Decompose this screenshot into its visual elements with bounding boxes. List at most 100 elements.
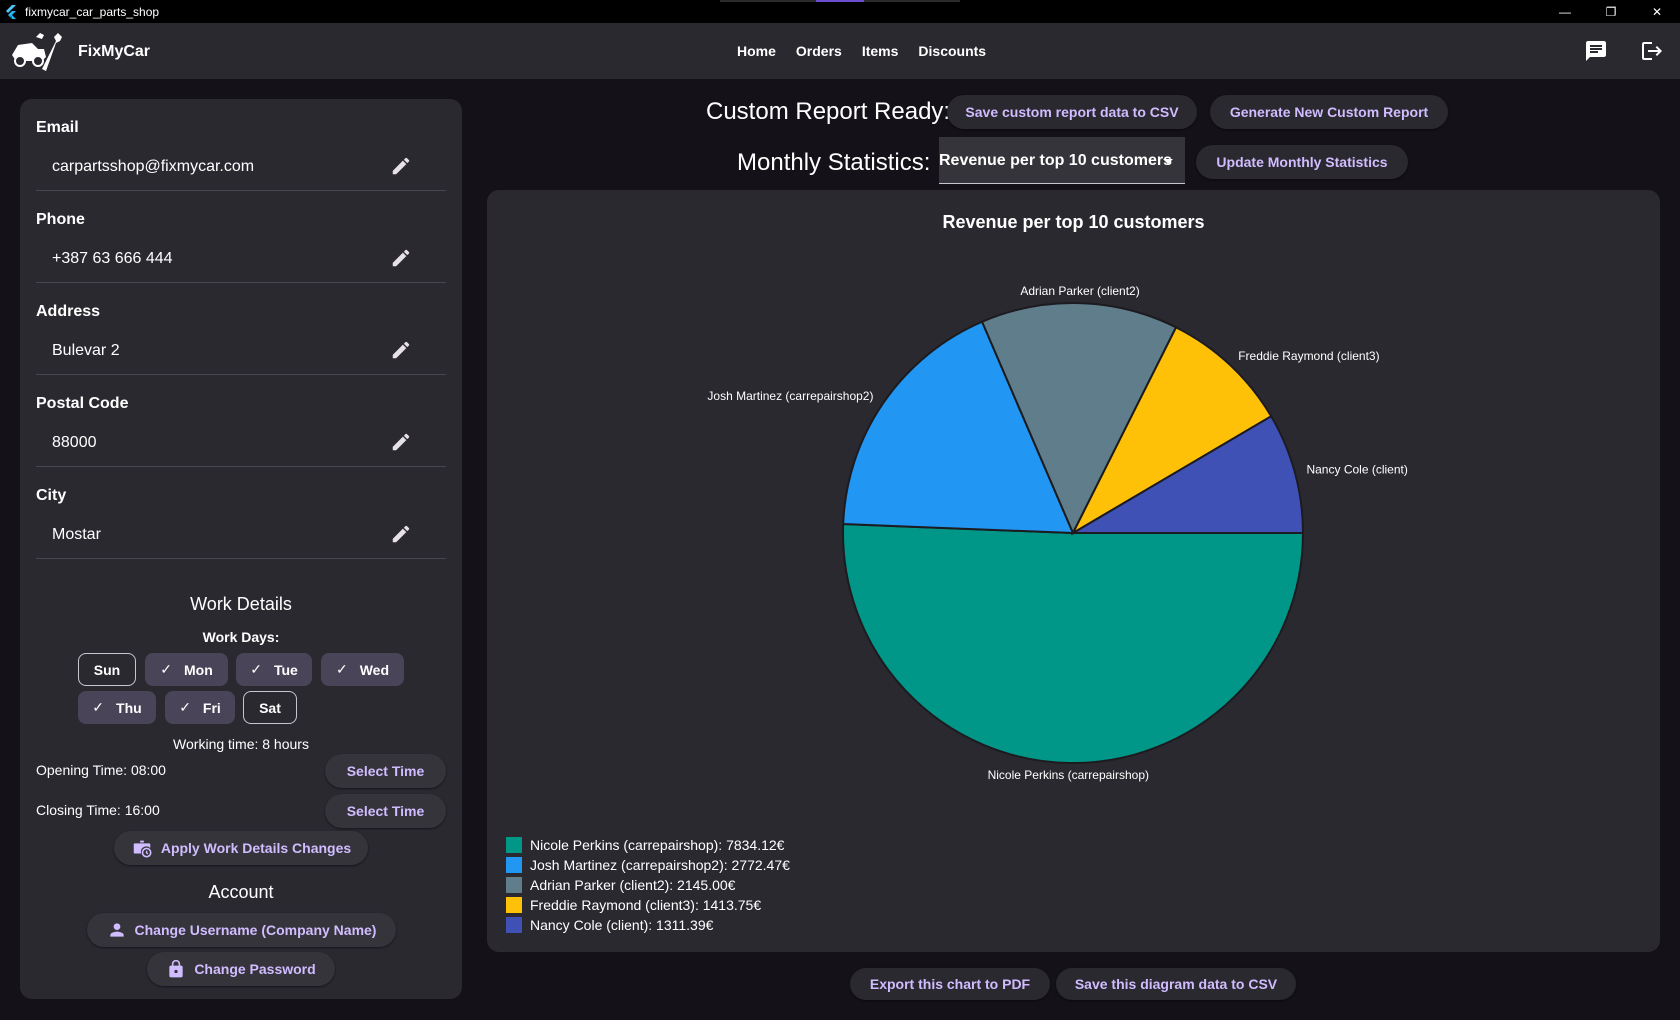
- day-chip-thu[interactable]: ✓ Thu: [78, 691, 156, 724]
- slice-label: Nancy Cole (client): [1306, 462, 1407, 476]
- title-drag-indicator: [720, 0, 960, 2]
- field-label: Phone: [36, 211, 85, 228]
- check-icon: ✓: [92, 699, 105, 715]
- nav-home[interactable]: Home: [737, 43, 776, 59]
- logout-icon[interactable]: [1640, 39, 1664, 63]
- chart-legend: Nicole Perkins (carrepairshop): 7834.12€…: [506, 835, 790, 935]
- legend-item: Josh Martinez (carrepairshop2): 2772.47€: [506, 855, 790, 875]
- save-custom-report-csv-button[interactable]: Save custom report data to CSV: [947, 95, 1197, 129]
- update-monthly-statistics-button[interactable]: Update Monthly Statistics: [1196, 145, 1408, 179]
- working-time-text: Working time: 8 hours: [173, 736, 309, 752]
- email-field: Email carpartsshop@fixmycar.com: [36, 99, 446, 191]
- chip-label: Sat: [259, 699, 281, 716]
- field-value: Bulevar 2: [52, 342, 120, 359]
- field-label: City: [36, 487, 67, 504]
- brand-name: FixMyCar: [78, 43, 151, 60]
- check-icon: ✓: [250, 661, 262, 677]
- change-username-button[interactable]: Change Username (Company Name): [87, 913, 396, 947]
- slice-label: Adrian Parker (client2): [1020, 284, 1139, 298]
- legend-label: Josh Martinez (carrepairshop2): 2772.47€: [530, 857, 790, 873]
- field-label: Email: [36, 119, 79, 136]
- edit-pencil-icon[interactable]: [390, 247, 412, 269]
- edit-pencil-icon[interactable]: [390, 523, 412, 545]
- apply-label: Apply Work Details Changes: [160, 840, 352, 856]
- legend-label: Freddie Raymond (client3): 1413.75€: [530, 897, 762, 913]
- field-value: +387 63 666 444: [52, 250, 173, 267]
- chip-label: Thu: [116, 699, 142, 716]
- opening-time-text: Opening Time: 08:00: [36, 762, 166, 778]
- profile-card: Email carpartsshop@fixmycar.com Phone +3…: [20, 99, 462, 999]
- export-chart-pdf-button[interactable]: Export this chart to PDF: [850, 968, 1050, 1000]
- save-diagram-csv-button[interactable]: Save this diagram data to CSV: [1056, 968, 1296, 1000]
- select-opening-time-button[interactable]: Select Time: [325, 754, 446, 788]
- legend-item: Adrian Parker (client2): 2145.00€: [506, 875, 790, 895]
- chip-label: Wed: [359, 661, 390, 678]
- chart-card: Revenue per top 10 customers Nicole Perk…: [487, 190, 1660, 952]
- generate-custom-report-button[interactable]: Generate New Custom Report: [1210, 95, 1448, 129]
- slice-label: Josh Martinez (carrepairshop2): [707, 389, 873, 403]
- monthly-statistics-dropdown[interactable]: Revenue per top 10 customers: [939, 137, 1185, 184]
- day-chip-sat[interactable]: Sat: [243, 691, 297, 724]
- legend-swatch: [506, 897, 522, 913]
- legend-swatch: [506, 857, 522, 873]
- day-chip-wed[interactable]: ✓ Wed: [321, 653, 404, 686]
- chip-label: Sun: [93, 661, 121, 678]
- change-password-button[interactable]: Change Password: [147, 952, 335, 986]
- slice-label: Nicole Perkins (carrepairshop): [988, 768, 1149, 782]
- day-chip-fri[interactable]: ✓ Fri: [165, 691, 235, 724]
- pie-slice: [1070, 326, 1273, 536]
- select-closing-time-button[interactable]: Select Time: [325, 794, 446, 828]
- lock-icon: [169, 959, 183, 978]
- legend-label: Nicole Perkins (carrepairshop): 7834.12€: [530, 837, 785, 853]
- restore-button[interactable]: ❐: [1605, 4, 1617, 19]
- pie-slice: [842, 320, 1075, 535]
- day-chip-mon[interactable]: ✓ Mon: [145, 653, 228, 686]
- closing-time-text: Closing Time: 16:00: [36, 802, 160, 818]
- change-password-label: Change Password: [194, 961, 316, 977]
- pie-slice: [1069, 414, 1305, 534]
- change-username-label: Change Username (Company Name): [134, 922, 377, 938]
- nav-discounts[interactable]: Discounts: [918, 43, 987, 59]
- apply-work-details-button[interactable]: Apply Work Details Changes: [114, 831, 368, 865]
- postal-code-field: Postal Code 88000: [36, 375, 446, 467]
- window-title: fixmycar_car_parts_shop: [25, 4, 160, 19]
- window-title-bar: fixmycar_car_parts_shop — ❐ ✕: [0, 0, 1680, 23]
- legend-label: Nancy Cole (client): 1311.39€: [530, 917, 714, 933]
- address-field: Address Bulevar 2: [36, 283, 446, 375]
- car-wrench-logo-icon: [12, 33, 62, 71]
- day-chip-tue[interactable]: ✓ Tue: [236, 653, 312, 686]
- nav-items[interactable]: Items: [861, 43, 899, 59]
- chat-icon[interactable]: [1584, 39, 1608, 63]
- day-chip-sun[interactable]: Sun: [78, 653, 136, 686]
- city-field: City Mostar: [36, 467, 446, 559]
- minimize-button[interactable]: —: [1559, 4, 1571, 19]
- person-icon: [109, 923, 124, 937]
- edit-pencil-icon[interactable]: [390, 339, 412, 361]
- dropdown-arrow-icon: [1163, 159, 1173, 164]
- legend-swatch: [506, 917, 522, 933]
- edit-pencil-icon[interactable]: [390, 431, 412, 453]
- check-icon: ✓: [335, 661, 348, 677]
- legend-item: Nicole Perkins (carrepairshop): 7834.12€: [506, 835, 790, 855]
- custom-report-ready-label: Custom Report Ready:: [706, 98, 951, 125]
- account-title: Account: [208, 882, 274, 902]
- legend-label: Adrian Parker (client2): 2145.00€: [530, 877, 736, 893]
- field-label: Address: [36, 303, 101, 320]
- pie-chart: Nicole Perkins (carrepairshop) Josh Marti…: [707, 284, 1407, 782]
- close-button[interactable]: ✕: [1651, 4, 1663, 19]
- pie-slice: [842, 523, 1305, 764]
- legend-item: Freddie Raymond (client3): 1413.75€: [506, 895, 790, 915]
- legend-swatch: [506, 877, 522, 893]
- main-nav: Home Orders Items Discounts: [737, 43, 1006, 59]
- chip-label: Tue: [273, 661, 298, 678]
- field-value: 88000: [52, 434, 97, 451]
- monthly-statistics-label: Monthly Statistics:: [737, 149, 931, 176]
- pie-slice: [980, 302, 1178, 536]
- phone-field: Phone +387 63 666 444: [36, 191, 446, 283]
- field-label: Postal Code: [36, 395, 129, 412]
- edit-pencil-icon[interactable]: [390, 155, 412, 177]
- nav-orders[interactable]: Orders: [795, 43, 842, 59]
- field-value: Mostar: [52, 526, 101, 543]
- app-bar: FixMyCar Home Orders Items Discounts: [0, 23, 1680, 79]
- dropdown-value: Revenue per top 10 customers: [939, 152, 1172, 169]
